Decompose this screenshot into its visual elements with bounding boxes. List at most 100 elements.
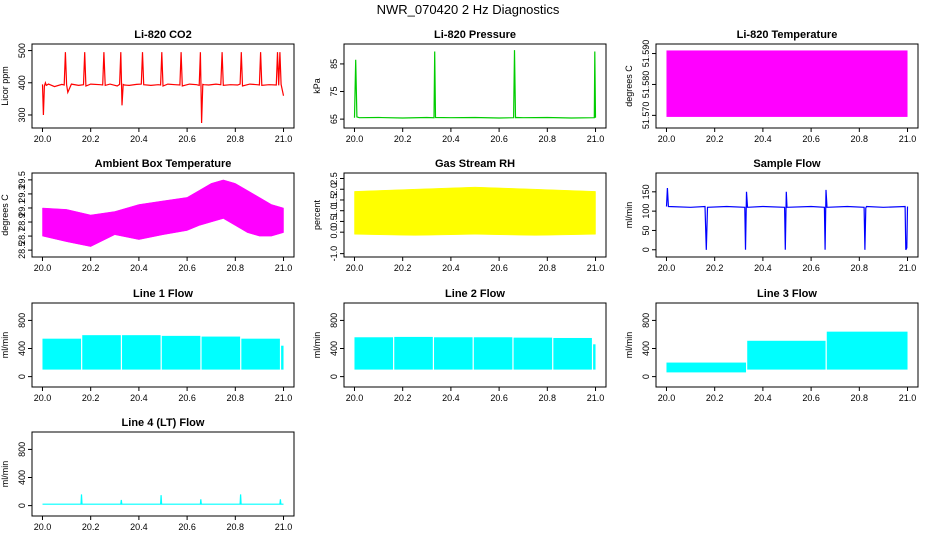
y-tick-label: 800 xyxy=(17,313,27,328)
x-tick-label: 20.4 xyxy=(442,263,460,273)
panel-rh: Gas Stream RH percent 20.0 20.2 20.4 20.6 20.8… xyxy=(312,158,607,273)
y-tick-label: 500 xyxy=(17,43,27,58)
y-tick-label: 800 xyxy=(329,313,339,328)
panel-title: Ambient Box Temperature xyxy=(95,158,232,170)
panel-title: Line 2 Flow xyxy=(445,288,505,300)
x-tick-label: 20.4 xyxy=(130,263,148,273)
x-tick-label: 20.0 xyxy=(658,134,676,144)
data-envelope xyxy=(42,179,284,247)
y-tick-label: 800 xyxy=(17,442,27,457)
panel-pressure: Li-820 Pressure kPa 20.0 20.2 20.4 20.6 20.8 21… xyxy=(312,29,607,144)
flow-block xyxy=(747,340,826,370)
y-axis-label: Licor ppm xyxy=(0,66,10,106)
y-tick-label: 28.9 xyxy=(17,213,27,231)
x-tick-label: 20.0 xyxy=(658,263,676,273)
panel-title: Line 3 Flow xyxy=(757,288,817,300)
x-tick-label: 20.8 xyxy=(227,393,245,403)
y-tick-label: 300 xyxy=(17,107,27,122)
y-tick-label: 400 xyxy=(17,75,27,90)
y-tick-label: 2.5 xyxy=(329,172,339,185)
x-tick-label: 20.0 xyxy=(346,263,364,273)
plot-frame xyxy=(343,172,607,258)
y-axis-label: ml/min xyxy=(624,202,634,229)
figure-title: NWR_070420 2 Hz Diagnostics xyxy=(377,2,560,17)
y-axis-label: ml/min xyxy=(0,461,10,488)
y-axis-label: ml/min xyxy=(312,332,322,359)
panel-title: Line 1 Flow xyxy=(133,288,193,300)
x-tick-label: 20.8 xyxy=(227,522,245,532)
y-tick-label: 400 xyxy=(17,341,27,356)
x-tick-label: 20.2 xyxy=(82,393,100,403)
y-tick-label: 0.0 xyxy=(329,226,339,239)
panel-line4: Line 4 (LT) Flow ml/min 20.0 20.2 20.4 20.6 20… xyxy=(0,417,295,532)
x-tick-label: 20.4 xyxy=(442,134,460,144)
plot-frame xyxy=(31,172,295,258)
x-tick-label: 20.2 xyxy=(706,134,724,144)
panel-licor_temp: Li-820 Temperature degrees C 20.0 20.2 20.4 2… xyxy=(624,29,919,144)
x-tick-label: 20.4 xyxy=(130,134,148,144)
series-line xyxy=(42,494,284,505)
y-tick-label: 65 xyxy=(329,114,339,124)
x-tick-label: 21.0 xyxy=(587,393,605,403)
y-tick-label: 400 xyxy=(17,470,27,485)
panel-title: Sample Flow xyxy=(753,158,821,170)
x-tick-label: 21.0 xyxy=(587,263,605,273)
panel-title: Li-820 Temperature xyxy=(737,29,838,41)
y-tick-label: 28.7 xyxy=(17,227,27,245)
x-tick-label: 20.2 xyxy=(394,263,412,273)
y-tick-label: 28.5 xyxy=(17,241,27,259)
x-tick-label: 20.0 xyxy=(34,263,52,273)
x-tick-label: 20.8 xyxy=(227,134,245,144)
x-tick-label: 20.6 xyxy=(178,263,196,273)
y-tick-label: 50 xyxy=(641,225,651,235)
x-tick-label: 20.6 xyxy=(490,263,508,273)
y-axis-label: ml/min xyxy=(0,332,10,359)
x-tick-label: 20.4 xyxy=(754,134,772,144)
panel-line2: Line 2 Flow ml/min 20.0 20.2 20.4 20.6 20.8 21.… xyxy=(312,288,607,403)
x-tick-label: 21.0 xyxy=(587,134,605,144)
x-tick-label: 20.4 xyxy=(754,393,772,403)
x-tick-label: 20.8 xyxy=(227,263,245,273)
x-tick-label: 21.0 xyxy=(275,134,293,144)
flow-block xyxy=(434,337,473,370)
flow-block xyxy=(241,338,280,370)
flow-block xyxy=(826,331,908,370)
x-tick-label: 20.6 xyxy=(802,393,820,403)
x-tick-label: 20.2 xyxy=(706,393,724,403)
y-tick-label: 51.570 xyxy=(641,102,651,130)
panel-sample_flow: Sample Flow ml/min 20.0 20.2 20.4 20.6 20.8 21.… xyxy=(624,158,919,273)
x-tick-label: 21.0 xyxy=(899,393,917,403)
flow-block xyxy=(281,345,284,370)
x-tick-label: 20.2 xyxy=(82,263,100,273)
y-tick-label: 800 xyxy=(641,313,651,328)
x-tick-label: 20.0 xyxy=(34,134,52,144)
x-tick-label: 20.2 xyxy=(82,522,100,532)
y-axis-label: degrees C xyxy=(624,65,634,107)
flow-block xyxy=(593,344,596,370)
x-tick-label: 20.0 xyxy=(346,134,364,144)
panel-ambient_temp: Ambient Box Temperature degrees C 20.0 20.2… xyxy=(0,158,295,273)
x-tick-label: 21.0 xyxy=(275,522,293,532)
y-tick-label: 2.0 xyxy=(329,183,339,196)
x-tick-label: 21.0 xyxy=(275,263,293,273)
x-tick-label: 20.8 xyxy=(851,134,869,144)
flow-block xyxy=(354,337,394,370)
x-tick-label: 20.6 xyxy=(490,134,508,144)
plot-frame xyxy=(343,43,607,129)
x-tick-label: 20.4 xyxy=(754,263,772,273)
y-axis-label: percent xyxy=(312,199,322,230)
x-tick-label: 20.6 xyxy=(178,393,196,403)
x-tick-label: 20.0 xyxy=(34,393,52,403)
flow-block xyxy=(122,335,161,370)
y-tick-label: 51.590 xyxy=(641,40,651,68)
panel-line1: Line 1 Flow ml/min 20.0 20.2 20.4 20.6 20.8 21.… xyxy=(0,288,295,403)
y-tick-label: -1.0 xyxy=(329,246,339,262)
x-tick-label: 20.8 xyxy=(539,263,557,273)
x-tick-label: 20.2 xyxy=(394,393,412,403)
flow-block xyxy=(82,335,121,370)
y-tick-label: 75 xyxy=(329,87,339,97)
panel-title: Line 4 (LT) Flow xyxy=(122,417,205,429)
x-tick-label: 20.2 xyxy=(394,134,412,144)
series-line xyxy=(41,52,285,124)
